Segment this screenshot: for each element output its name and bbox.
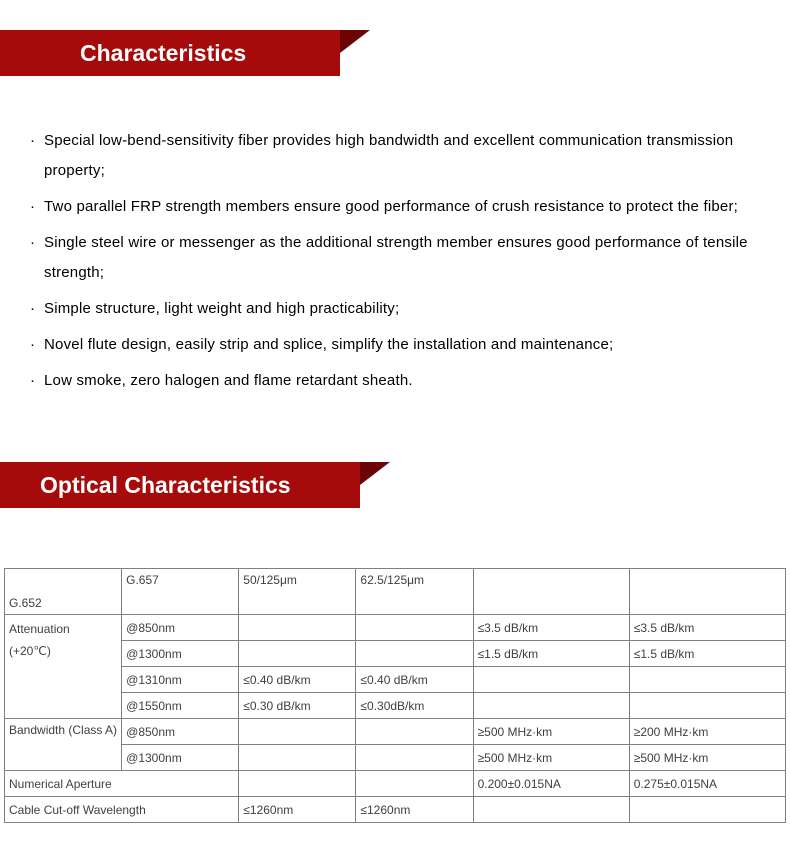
table-cell: @850nm bbox=[122, 615, 239, 641]
table-cell: @850nm bbox=[122, 719, 239, 745]
table-cell: ≥500 MHz·km bbox=[629, 745, 785, 771]
bullet-text: Novel flute design, easily strip and spl… bbox=[44, 330, 613, 360]
bullet-text: Two parallel FRP strength members ensure… bbox=[44, 192, 738, 222]
header-bar: Characteristics bbox=[0, 30, 340, 76]
header-bar: Optical Characteristics bbox=[0, 462, 360, 508]
header-notch bbox=[360, 462, 390, 508]
table-cell: Attenuation (+20℃) bbox=[5, 615, 122, 719]
table-row: Bandwidth (Class A) @850nm ≥500 MHz·km ≥… bbox=[5, 719, 786, 745]
table-cell bbox=[239, 641, 356, 667]
table-cell bbox=[356, 719, 473, 745]
table-row: Attenuation (+20℃) @850nm ≤3.5 dB/km ≤3.… bbox=[5, 615, 786, 641]
table-cell bbox=[356, 615, 473, 641]
bullet-text: Special low-bend-sensitivity fiber provi… bbox=[44, 126, 760, 186]
optical-characteristics-table: G.652 G.657 50/125μm 62.5/125μm Attenuat… bbox=[4, 568, 786, 823]
table-cell: 50/125μm bbox=[239, 569, 356, 615]
table-cell bbox=[356, 641, 473, 667]
table-cell: ≤1260nm bbox=[239, 797, 356, 823]
list-item: · Novel flute design, easily strip and s… bbox=[30, 330, 760, 360]
table-cell: G.657 bbox=[122, 569, 239, 615]
table-cell: ≤3.5 dB/km bbox=[629, 615, 785, 641]
table-cell: G.652 bbox=[5, 569, 122, 615]
table-cell bbox=[239, 615, 356, 641]
table-cell: ≥200 MHz·km bbox=[629, 719, 785, 745]
table-cell: 0.200±0.015NA bbox=[473, 771, 629, 797]
bullet-marker: · bbox=[30, 366, 44, 396]
bullet-marker: · bbox=[30, 330, 44, 360]
table-cell: 62.5/125μm bbox=[356, 569, 473, 615]
table-cell: @1300nm bbox=[122, 745, 239, 771]
table-row: @1310nm ≤0.40 dB/km ≤0.40 dB/km bbox=[5, 667, 786, 693]
table-cell: ≤1.5 dB/km bbox=[629, 641, 785, 667]
table-cell: ≤0.30dB/km bbox=[356, 693, 473, 719]
characteristics-list: · Special low-bend-sensitivity fiber pro… bbox=[0, 106, 790, 432]
table-row: G.652 G.657 50/125μm 62.5/125μm bbox=[5, 569, 786, 615]
section-header-characteristics: Characteristics bbox=[0, 30, 790, 76]
bullet-text: Simple structure, light weight and high … bbox=[44, 294, 399, 324]
table-cell: 0.275±0.015NA bbox=[629, 771, 785, 797]
table-cell bbox=[473, 667, 629, 693]
table-cell: ≥500 MHz·km bbox=[473, 745, 629, 771]
table-cell bbox=[356, 771, 473, 797]
table-cell bbox=[629, 693, 785, 719]
optical-table-wrap: G.652 G.657 50/125μm 62.5/125μm Attenuat… bbox=[0, 538, 790, 833]
list-item: · Simple structure, light weight and hig… bbox=[30, 294, 760, 324]
table-row: Numerical Aperture 0.200±0.015NA 0.275±0… bbox=[5, 771, 786, 797]
table-cell: ≤3.5 dB/km bbox=[473, 615, 629, 641]
bullet-marker: · bbox=[30, 192, 44, 222]
table-cell: ≥500 MHz·km bbox=[473, 719, 629, 745]
table-cell bbox=[473, 693, 629, 719]
table-cell: @1300nm bbox=[122, 641, 239, 667]
table-cell: @1310nm bbox=[122, 667, 239, 693]
list-item: · Special low-bend-sensitivity fiber pro… bbox=[30, 126, 760, 186]
table-cell: ≤1.5 dB/km bbox=[473, 641, 629, 667]
bullet-marker: · bbox=[30, 228, 44, 288]
table-cell bbox=[239, 745, 356, 771]
bullet-marker: · bbox=[30, 126, 44, 186]
table-cell: Numerical Aperture bbox=[5, 771, 239, 797]
bullet-text: Single steel wire or messenger as the ad… bbox=[44, 228, 760, 288]
table-row: @1300nm ≥500 MHz·km ≥500 MHz·km bbox=[5, 745, 786, 771]
list-item: · Two parallel FRP strength members ensu… bbox=[30, 192, 760, 222]
table-cell: ≤0.40 dB/km bbox=[239, 667, 356, 693]
table-cell bbox=[629, 797, 785, 823]
header-title: Optical Characteristics bbox=[40, 472, 291, 499]
table-row: Cable Cut-off Wavelength ≤1260nm ≤1260nm bbox=[5, 797, 786, 823]
table-cell bbox=[629, 667, 785, 693]
header-notch bbox=[340, 30, 370, 76]
bullet-marker: · bbox=[30, 294, 44, 324]
table-cell bbox=[473, 569, 629, 615]
table-row: @1300nm ≤1.5 dB/km ≤1.5 dB/km bbox=[5, 641, 786, 667]
table-cell bbox=[239, 719, 356, 745]
table-cell bbox=[473, 797, 629, 823]
table-row: @1550nm ≤0.30 dB/km ≤0.30dB/km bbox=[5, 693, 786, 719]
section-header-optical: Optical Characteristics bbox=[0, 462, 790, 508]
table-cell bbox=[356, 745, 473, 771]
table-cell bbox=[629, 569, 785, 615]
table-cell: @1550nm bbox=[122, 693, 239, 719]
list-item: · Single steel wire or messenger as the … bbox=[30, 228, 760, 288]
table-cell: ≤0.30 dB/km bbox=[239, 693, 356, 719]
bullet-text: Low smoke, zero halogen and flame retard… bbox=[44, 366, 413, 396]
table-cell: ≤0.40 dB/km bbox=[356, 667, 473, 693]
table-cell: Cable Cut-off Wavelength bbox=[5, 797, 239, 823]
table-cell: Bandwidth (Class A) bbox=[5, 719, 122, 771]
table-cell bbox=[239, 771, 356, 797]
table-cell: ≤1260nm bbox=[356, 797, 473, 823]
list-item: · Low smoke, zero halogen and flame reta… bbox=[30, 366, 760, 396]
header-title: Characteristics bbox=[80, 40, 246, 67]
